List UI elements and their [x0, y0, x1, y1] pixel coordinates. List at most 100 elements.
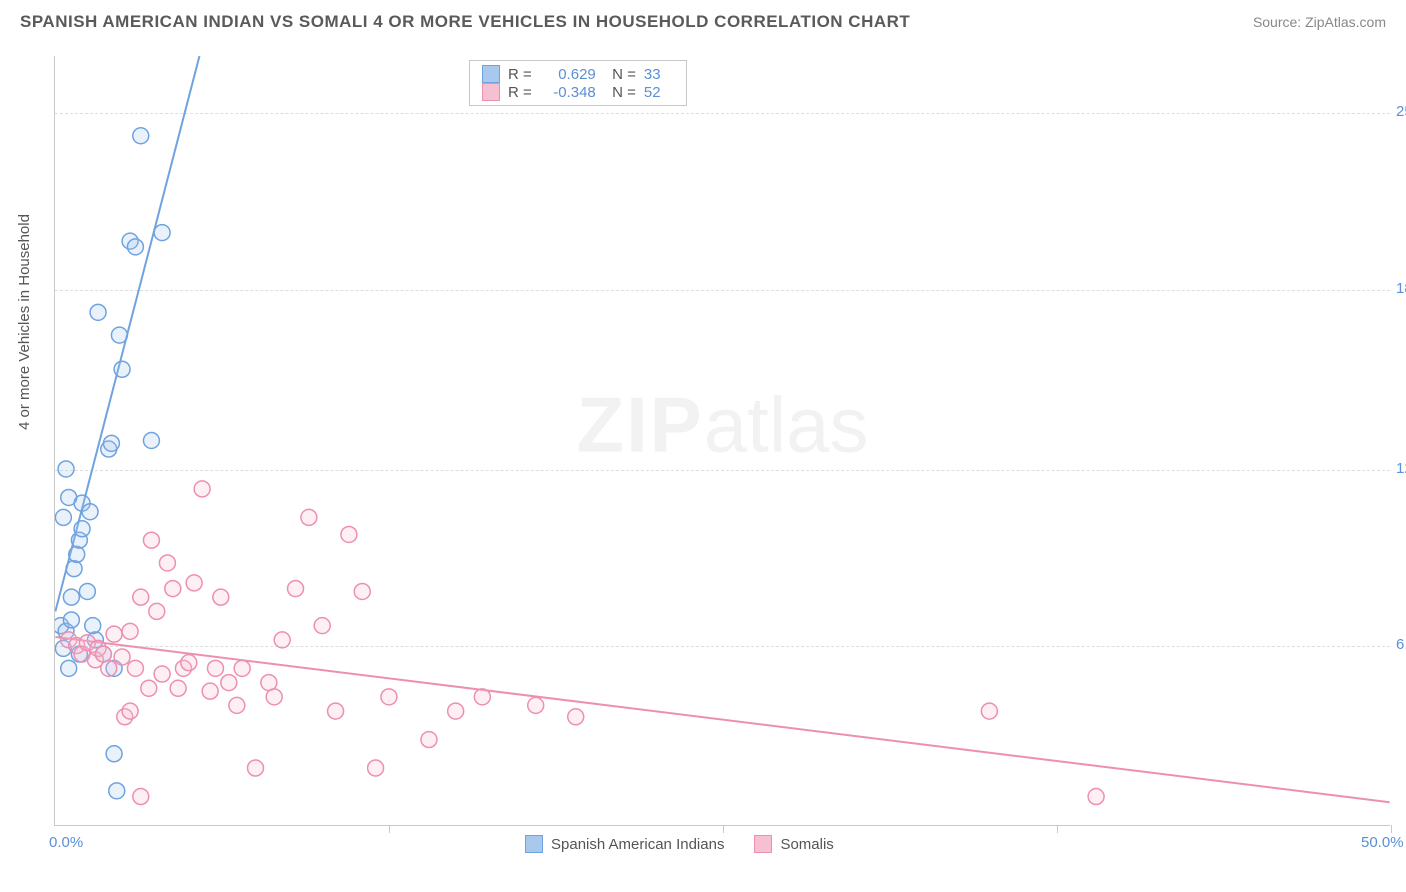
- corr-r-value-1: -0.348: [540, 84, 596, 101]
- x-tick-label: 50.0%: [1361, 834, 1404, 851]
- y-tick-label: 12.5%: [1396, 460, 1406, 477]
- legend-item-0: Spanish American Indians: [525, 835, 724, 853]
- data-point: [55, 509, 71, 525]
- data-point: [109, 783, 125, 799]
- data-point: [90, 304, 106, 320]
- data-point: [274, 632, 290, 648]
- data-point: [213, 589, 229, 605]
- data-point: [159, 555, 175, 571]
- corr-n-label: N =: [604, 84, 636, 101]
- scatter-svg: [55, 56, 1390, 825]
- data-point: [69, 546, 85, 562]
- data-point: [288, 581, 304, 597]
- legend-swatch-1: [754, 835, 772, 853]
- correlation-legend: R = 0.629 N = 33 R = -0.348 N = 52: [469, 60, 687, 106]
- data-point: [154, 225, 170, 241]
- data-point: [61, 660, 77, 676]
- data-point: [111, 327, 127, 343]
- trend-line: [55, 637, 1389, 802]
- data-point: [170, 680, 186, 696]
- data-point: [103, 435, 119, 451]
- data-point: [106, 626, 122, 642]
- y-tick-label: 6.3%: [1396, 636, 1406, 653]
- data-point: [133, 589, 149, 605]
- data-point: [85, 618, 101, 634]
- x-tick: [723, 825, 724, 833]
- data-point: [63, 589, 79, 605]
- legend-label-1: Somalis: [780, 836, 833, 853]
- y-tick-label: 25.0%: [1396, 103, 1406, 120]
- data-point: [122, 703, 138, 719]
- data-point: [58, 461, 74, 477]
- data-point: [421, 732, 437, 748]
- data-point: [122, 623, 138, 639]
- data-point: [143, 433, 159, 449]
- data-point: [194, 481, 210, 497]
- data-point: [301, 509, 317, 525]
- corr-row-1: R = -0.348 N = 52: [482, 83, 674, 101]
- legend-label-0: Spanish American Indians: [551, 836, 724, 853]
- legend-swatch-0: [525, 835, 543, 853]
- data-point: [66, 561, 82, 577]
- data-point: [328, 703, 344, 719]
- data-point: [234, 660, 250, 676]
- chart-source: Source: ZipAtlas.com: [1253, 14, 1386, 30]
- data-point: [1088, 789, 1104, 805]
- data-point: [221, 675, 237, 691]
- data-point: [82, 504, 98, 520]
- data-point: [248, 760, 264, 776]
- data-point: [141, 680, 157, 696]
- corr-r-value-0: 0.629: [540, 66, 596, 83]
- data-point: [154, 666, 170, 682]
- data-point: [61, 489, 77, 505]
- data-point: [568, 709, 584, 725]
- data-point: [133, 789, 149, 805]
- data-point: [314, 618, 330, 634]
- data-point: [181, 655, 197, 671]
- data-point: [341, 526, 357, 542]
- data-point: [202, 683, 218, 699]
- data-point: [229, 697, 245, 713]
- data-point: [74, 521, 90, 537]
- swatch-blue: [482, 65, 500, 83]
- data-point: [127, 660, 143, 676]
- x-tick: [389, 825, 390, 833]
- x-tick: [1391, 825, 1392, 833]
- data-point: [981, 703, 997, 719]
- data-point: [114, 361, 130, 377]
- y-tick-label: 18.8%: [1396, 280, 1406, 297]
- x-tick: [1057, 825, 1058, 833]
- corr-r-label: R =: [508, 66, 532, 83]
- corr-r-label: R =: [508, 84, 532, 101]
- data-point: [165, 581, 181, 597]
- data-point: [474, 689, 490, 705]
- x-tick-label: 0.0%: [49, 834, 83, 851]
- data-point: [79, 583, 95, 599]
- plot-area: ZIPatlas R = 0.629 N = 33 R = -0.348 N =…: [54, 56, 1390, 826]
- corr-n-label: N =: [604, 66, 636, 83]
- data-point: [207, 660, 223, 676]
- corr-n-value-1: 52: [644, 84, 674, 101]
- y-axis-label: 4 or more Vehicles in Household: [16, 214, 33, 430]
- data-point: [106, 746, 122, 762]
- data-point: [114, 649, 130, 665]
- data-point: [149, 603, 165, 619]
- chart-header: SPANISH AMERICAN INDIAN VS SOMALI 4 OR M…: [0, 0, 1406, 40]
- data-point: [127, 239, 143, 255]
- legend-item-1: Somalis: [754, 835, 833, 853]
- data-point: [101, 660, 117, 676]
- bottom-legend: Spanish American Indians Somalis: [525, 835, 834, 853]
- corr-n-value-0: 33: [644, 66, 674, 83]
- data-point: [448, 703, 464, 719]
- chart-title: SPANISH AMERICAN INDIAN VS SOMALI 4 OR M…: [20, 12, 910, 32]
- data-point: [133, 128, 149, 144]
- data-point: [528, 697, 544, 713]
- data-point: [368, 760, 384, 776]
- data-point: [186, 575, 202, 591]
- data-point: [143, 532, 159, 548]
- swatch-pink: [482, 83, 500, 101]
- data-point: [63, 612, 79, 628]
- data-point: [266, 689, 282, 705]
- data-point: [381, 689, 397, 705]
- data-point: [354, 583, 370, 599]
